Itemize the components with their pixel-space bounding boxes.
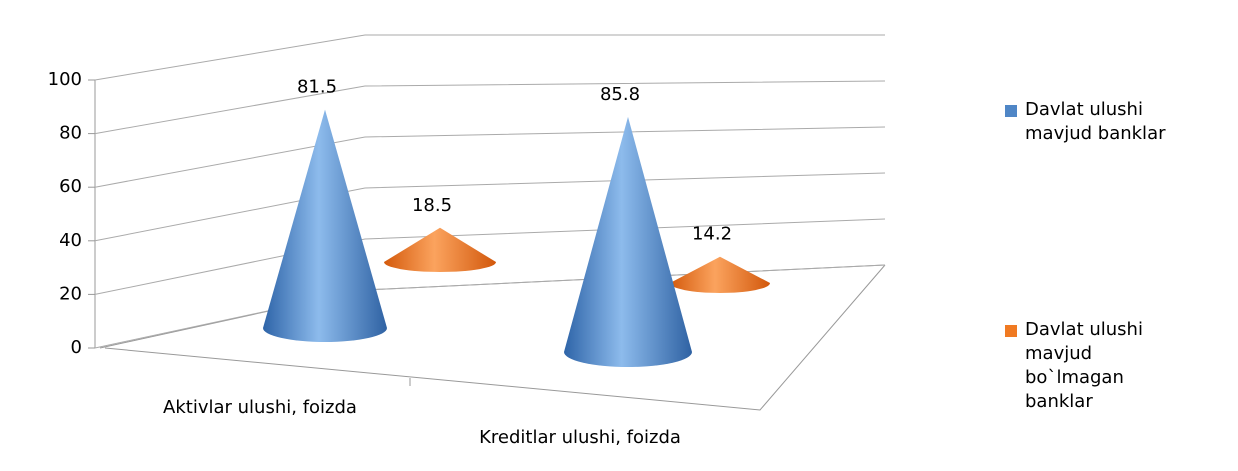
y-tick-label: 80 xyxy=(59,123,82,144)
y-tick-label: 100 xyxy=(48,69,82,90)
cone xyxy=(263,109,387,342)
cone xyxy=(384,227,496,272)
legend-label: Davlat ulushi mavjud banklar xyxy=(1025,99,1166,144)
legend-label: Davlat ulushi mavjud bo`lmagan banklar xyxy=(1025,319,1143,412)
cone xyxy=(670,256,770,293)
data-label: 18.5 xyxy=(412,195,452,216)
x-tick-label: Kreditlar ulushi, foizda xyxy=(479,427,681,448)
grid-line xyxy=(94,172,886,242)
grid-line xyxy=(94,126,886,188)
cone xyxy=(564,116,692,368)
legend-swatch xyxy=(1005,105,1017,117)
grid-line xyxy=(94,264,886,349)
grid-line xyxy=(94,34,885,81)
floor-edge xyxy=(104,264,886,411)
grid-line xyxy=(94,80,886,135)
axis-line xyxy=(99,264,886,349)
y-tick-label: 40 xyxy=(59,230,82,251)
y-tick-label: 0 xyxy=(71,337,82,358)
data-label: 14.2 xyxy=(692,224,732,245)
grid-line xyxy=(94,218,886,295)
data-label: 85.8 xyxy=(600,84,640,105)
x-tick-label: Aktivlar ulushi, foizda xyxy=(163,397,357,418)
y-tick-label: 20 xyxy=(59,283,82,304)
legend-swatch xyxy=(1005,325,1017,337)
y-tick-label: 60 xyxy=(59,176,82,197)
data-label: 81.5 xyxy=(297,77,337,98)
